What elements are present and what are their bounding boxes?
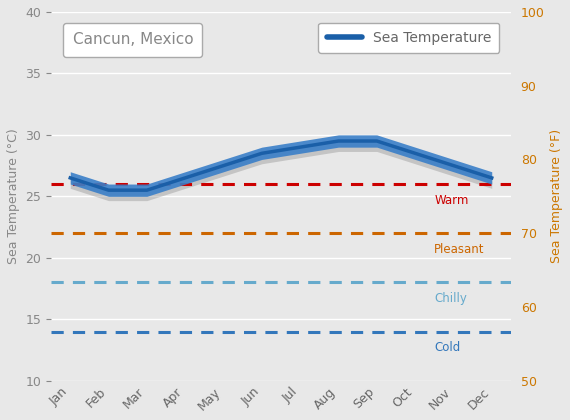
Legend: Sea Temperature: Sea Temperature <box>319 23 499 53</box>
Text: Warm: Warm <box>434 194 469 207</box>
Text: Pleasant: Pleasant <box>434 243 484 256</box>
Text: Chilly: Chilly <box>434 292 467 305</box>
Text: Cold: Cold <box>434 341 461 354</box>
Y-axis label: Sea Temperature (°C): Sea Temperature (°C) <box>7 129 20 264</box>
Y-axis label: Sea Temperature (°F): Sea Temperature (°F) <box>550 129 563 263</box>
